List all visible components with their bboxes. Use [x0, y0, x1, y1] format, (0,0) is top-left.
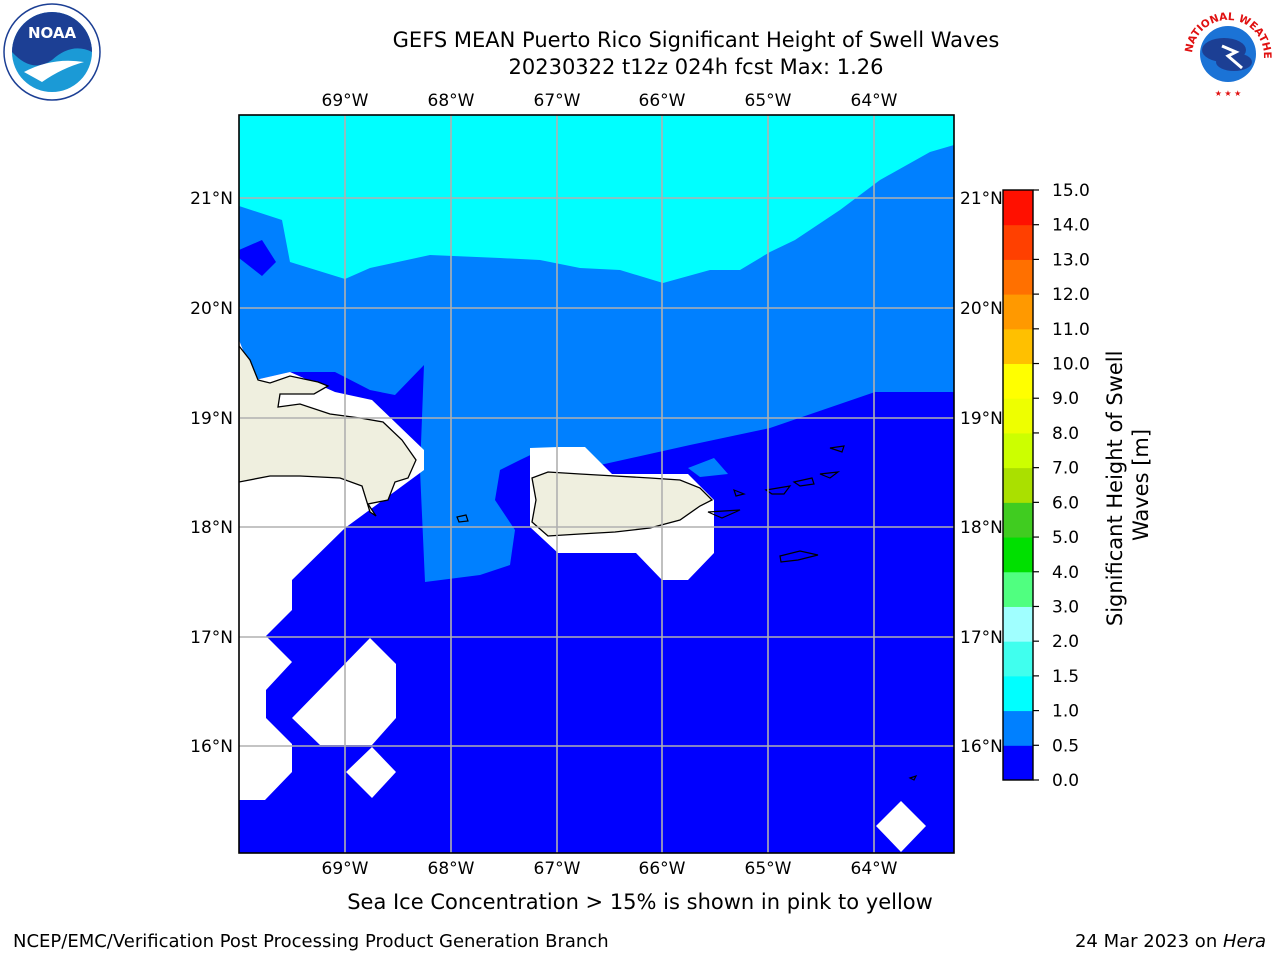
- colorbar-label-line1: Significant Height of Swell: [1103, 351, 1127, 627]
- noaa-logo: NOAA: [3, 3, 101, 101]
- colorbar-swatch: [1003, 259, 1033, 295]
- colorbar-swatch: [1003, 363, 1033, 399]
- lat-label-right: 20°N: [960, 299, 1003, 319]
- colorbar-tick-label: 14.0: [1052, 216, 1090, 236]
- lon-label-bottom: 66°W: [639, 859, 686, 879]
- colorbar-tick-label: 11.0: [1052, 320, 1090, 340]
- colorbar-swatch: [1003, 502, 1033, 538]
- swell-patch-east: [688, 458, 728, 477]
- colorbar-swatch: [1003, 571, 1033, 607]
- colorbar-tick-label: 13.0: [1052, 250, 1090, 270]
- swell-patch-nw: [239, 240, 276, 276]
- lat-label-right: 16°N: [960, 737, 1003, 757]
- lat-label-right: 19°N: [960, 409, 1003, 429]
- colorbar-swatch: [1003, 224, 1033, 260]
- footer-date-text: 24 Mar 2023 on: [1074, 931, 1223, 952]
- lon-label-bottom: 65°W: [745, 859, 792, 879]
- colorbar-swatch: [1003, 606, 1033, 642]
- colorbar-tick-label: 8.0: [1052, 424, 1079, 444]
- lon-label-bottom: 68°W: [428, 859, 475, 879]
- land-hispaniola: [239, 344, 417, 517]
- colorbar-tick-label: 1.0: [1052, 702, 1079, 722]
- colorbar-swatch: [1003, 294, 1033, 330]
- gridlines: [239, 115, 954, 853]
- lat-label-right: 17°N: [960, 628, 1003, 648]
- colorbar-ticks: 0.0 0.5 1.0 1.5 2.0 3.0 4.0 5.0 6.0 7.0 8.0 9.0 10.0…: [1033, 181, 1090, 791]
- lon-label-bottom: 69°W: [322, 859, 369, 879]
- colorbar-swatch: [1003, 467, 1033, 503]
- lat-label-right: 18°N: [960, 518, 1003, 538]
- map-title: GEFS MEAN Puerto Rico Significant Height…: [392, 28, 1000, 52]
- swell-band-1.0-1.5: [239, 115, 954, 283]
- colorbar-tick-label: 15.0: [1052, 181, 1090, 201]
- colorbar-swatch: [1003, 641, 1033, 677]
- colorbar-swatch: [1003, 190, 1033, 226]
- footer-host: Hera: [1222, 931, 1266, 952]
- lat-label-left: 18°N: [190, 518, 233, 538]
- longitude-labels-top: 69°W 68°W 67°W 66°W 65°W 64°W: [322, 91, 898, 111]
- lon-label-top: 64°W: [851, 91, 898, 111]
- small-islands: [456, 445, 918, 781]
- colorbar-frame: [1002, 189, 1034, 781]
- lat-label-left: 19°N: [190, 409, 233, 429]
- lat-label-left: 17°N: [190, 628, 233, 648]
- colorbar-tick-label: 7.0: [1052, 459, 1079, 479]
- nws-logo: NATIONAL WEATHER SERVICE ★ ★ ★: [1178, 2, 1275, 99]
- colorbar-tick-label: 10.0: [1052, 355, 1090, 375]
- colorbar-swatch: [1003, 675, 1033, 712]
- lon-label-top: 67°W: [534, 91, 581, 111]
- colorbar-swatch: [1003, 432, 1033, 469]
- colorbar-swatch: [1003, 537, 1033, 573]
- colorbar-tick-label: 5.0: [1052, 528, 1079, 548]
- latitude-labels-right: 21°N 20°N 19°N 18°N 17°N 16°N: [960, 189, 1003, 757]
- colorbar-tick-label: 4.0: [1052, 563, 1079, 583]
- colorbar-label-line2: Waves [m]: [1129, 429, 1153, 541]
- lon-label-top: 69°W: [322, 91, 369, 111]
- lon-label-top: 66°W: [639, 91, 686, 111]
- colorbar-swatch: [1003, 745, 1033, 781]
- colorbar-tick-label: 3.0: [1052, 597, 1079, 617]
- lon-label-top: 65°W: [745, 91, 792, 111]
- lat-label-left: 21°N: [190, 189, 233, 209]
- lon-label-top: 68°W: [428, 91, 475, 111]
- lon-label-bottom: 67°W: [534, 859, 581, 879]
- colorbar-tick-label: 6.0: [1052, 493, 1079, 513]
- colorbar-tick-label: 9.0: [1052, 389, 1079, 409]
- colorbar-tick-label: 1.5: [1052, 667, 1079, 687]
- longitude-labels-bottom: 69°W 68°W 67°W 66°W 65°W 64°W: [322, 859, 898, 879]
- map-frame: [238, 114, 955, 854]
- colorbar-swatch: [1003, 710, 1033, 746]
- colorbar-swatch: [1003, 328, 1033, 365]
- lat-label-right: 21°N: [960, 189, 1003, 209]
- latitude-labels-left: 21°N 20°N 19°N 18°N 17°N 16°N: [190, 189, 233, 757]
- lat-label-left: 16°N: [190, 737, 233, 757]
- colorbar-tick-label: 12.0: [1052, 285, 1090, 305]
- colorbar-tick-label: 0.5: [1052, 736, 1079, 756]
- ice-note: Sea Ice Concentration > 15% is shown in …: [347, 890, 933, 914]
- land-puerto-rico: [531, 471, 714, 537]
- colorbar-tick-label: 0.0: [1052, 771, 1079, 791]
- footer-date: 24 Mar 2023 on Hera: [1075, 931, 1266, 952]
- colorbar: [1002, 189, 1034, 781]
- lat-label-left: 20°N: [190, 299, 233, 319]
- footer-credit: NCEP/EMC/Verification Post Processing Pr…: [13, 931, 609, 952]
- map-subtitle: 20230322 t12z 024h fcst Max: 1.26: [508, 55, 884, 79]
- colorbar-label: Significant Height of Swell Waves [m]: [1103, 344, 1153, 626]
- colorbar-swatch: [1003, 398, 1033, 434]
- svg-text:★ ★ ★: ★ ★ ★: [1215, 89, 1242, 98]
- lon-label-bottom: 64°W: [851, 859, 898, 879]
- noaa-logo-text: NOAA: [28, 24, 77, 42]
- colorbar-tick-label: 2.0: [1052, 632, 1079, 652]
